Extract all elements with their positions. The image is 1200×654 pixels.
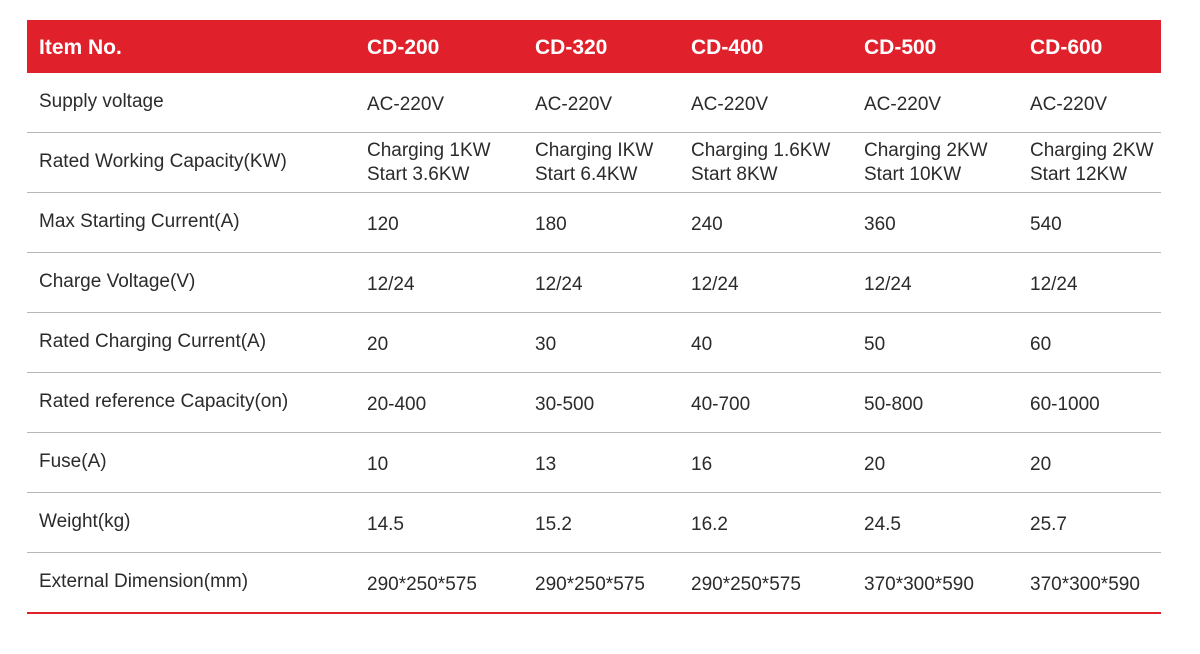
header-item-no: Item No. [39,35,122,59]
table-cell: Charging 2KW Start 10KW [852,139,1018,187]
table-cell-line: Start 6.4KW [535,163,638,185]
table-row: Weight(kg) 14.5 15.2 16.2 24.5 25.7 [27,493,1161,553]
row-label: Charge Voltage(V) [39,270,196,292]
header-model: CD-400 [691,35,764,59]
row-label: Supply voltage [39,90,164,112]
table-cell: 180 [535,213,567,235]
table-cell: 290*250*575 [367,573,477,595]
row-label: Fuse(A) [39,450,107,472]
table-cell: Charging 2KW Start 12KW [1018,139,1161,187]
table-cell: 370*300*590 [864,573,974,595]
table-cell: AC-220V [1030,93,1108,115]
table-row: Max Starting Current(A) 120 180 240 360 … [27,193,1161,253]
table-cell: 12/24 [367,273,415,295]
table-cell: 16.2 [691,513,728,535]
table-cell: 30-500 [535,393,595,415]
spec-table: Item No. CD-200 CD-320 CD-400 CD-500 CD-… [27,20,1161,614]
table-cell: 10 [367,453,389,475]
table-cell: 16 [691,453,713,475]
table-cell: Charging IKW Start 6.4KW [523,139,679,187]
table-cell: 12/24 [864,273,912,295]
table-cell-line: Charging IKW [535,139,654,161]
table-cell: 20 [1030,453,1052,475]
table-cell-line: Start 12KW [1030,163,1128,185]
row-label: Rated Charging Current(A) [39,330,267,352]
table-cell: 40 [691,333,713,355]
table-cell: 60-1000 [1030,393,1100,415]
table-cell: 12/24 [535,273,583,295]
table-cell: AC-220V [864,93,942,115]
row-label: Rated Working Capacity(KW) [39,150,287,172]
table-cell-line: Charging 2KW [1030,139,1154,161]
header-model: CD-500 [864,35,937,59]
table-row: Rated Working Capacity(KW) Charging 1KW … [27,133,1161,193]
table-cell: 120 [367,213,399,235]
table-cell-line: Start 3.6KW [367,163,470,185]
table-cell-line: Start 10KW [864,163,962,185]
table-cell: 15.2 [535,513,572,535]
table-cell: 14.5 [367,513,404,535]
row-label: External Dimension(mm) [39,570,249,592]
table-cell: 12/24 [691,273,739,295]
header-model: CD-200 [367,35,440,59]
table-cell: 25.7 [1030,513,1067,535]
table-cell: 60 [1030,333,1052,355]
table-cell: AC-220V [691,93,769,115]
table-cell: 30 [535,333,557,355]
table-row: Fuse(A) 10 13 16 20 20 [27,433,1161,493]
row-label: Weight(kg) [39,510,131,532]
table-cell: 12/24 [1030,273,1078,295]
table-cell: 13 [535,453,557,475]
table-cell: 40-700 [691,393,751,415]
table-cell: 360 [864,213,896,235]
table-cell: 24.5 [864,513,901,535]
table-cell: 370*300*590 [1030,573,1140,595]
table-header-row: Item No. CD-200 CD-320 CD-400 CD-500 CD-… [27,20,1161,73]
table-cell: 240 [691,213,723,235]
table-row: Supply voltage AC-220V AC-220V AC-220V A… [27,73,1161,133]
table-row: Rated reference Capacity(on) 20-400 30-5… [27,373,1161,433]
table-cell: 20-400 [367,393,427,415]
header-model: CD-320 [535,35,608,59]
row-label: Max Starting Current(A) [39,210,240,232]
header-model: CD-600 [1030,35,1103,59]
table-row: Charge Voltage(V) 12/24 12/24 12/24 12/2… [27,253,1161,313]
table-cell: 290*250*575 [691,573,801,595]
table-cell: 540 [1030,213,1062,235]
table-cell: AC-220V [367,93,445,115]
table-cell: 20 [864,453,886,475]
table-cell-line: Charging 2KW [864,139,988,161]
table-cell: 50-800 [864,393,924,415]
table-cell: 50 [864,333,886,355]
table-cell: AC-220V [535,93,613,115]
table-cell-line: Start 8KW [691,163,778,185]
row-label: Rated reference Capacity(on) [39,390,289,412]
table-cell: Charging 1KW Start 3.6KW [355,139,523,187]
table-row: Rated Charging Current(A) 20 30 40 50 60 [27,313,1161,373]
table-cell: 290*250*575 [535,573,645,595]
table-row: External Dimension(mm) 290*250*575 290*2… [27,553,1161,614]
table-cell-line: Charging 1KW [367,139,491,161]
table-cell: 20 [367,333,389,355]
table-cell-line: Charging 1.6KW [691,139,831,161]
table-cell: Charging 1.6KW Start 8KW [679,139,852,187]
